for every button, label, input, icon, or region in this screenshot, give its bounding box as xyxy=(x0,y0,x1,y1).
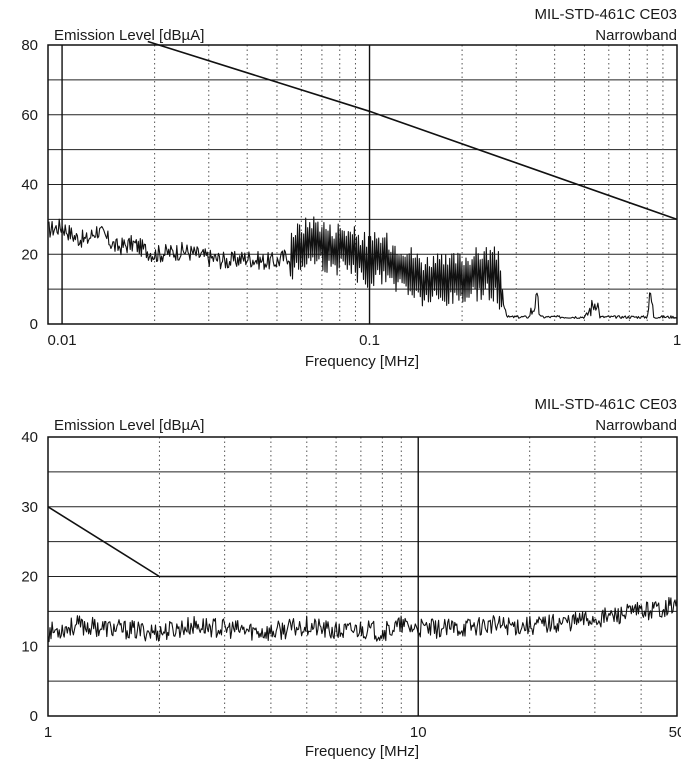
c2-y-tick-label: 40 xyxy=(21,429,38,446)
c1-measured-trace xyxy=(47,216,678,319)
c2-x-tick-label: 10 xyxy=(410,724,427,741)
chart-1-y-axis-label: Emission Level [dBµA] xyxy=(54,27,204,44)
chart-1-standard-label: MIL-STD-461C CE03 xyxy=(534,6,677,23)
c2-limit-line xyxy=(47,506,677,578)
c1-y-tick-label: 0 xyxy=(30,316,38,333)
chart-1-mode-label: Narrowband xyxy=(595,27,677,44)
chart-1-series xyxy=(47,40,678,319)
chart-1-x-ticks: 0.01 0.1 1 xyxy=(47,332,681,349)
c2-measured-trace xyxy=(47,597,678,643)
chart-2-standard-label: MIL-STD-461C CE03 xyxy=(534,396,677,413)
chart-1-grid xyxy=(47,45,677,324)
chart-2-y-ticks: 0 10 20 30 40 xyxy=(21,429,38,725)
c1-y-tick-label: 60 xyxy=(21,107,38,124)
c2-y-tick-label: 30 xyxy=(21,499,38,516)
chart-1-y-ticks: 0 20 40 60 80 xyxy=(21,37,38,333)
c2-x-tick-label: 1 xyxy=(44,724,52,741)
chart-1-plot-frame xyxy=(47,44,678,325)
chart-2-y-axis-label: Emission Level [dBµA] xyxy=(54,417,204,434)
c2-x-tick-label: 50 xyxy=(669,724,681,741)
chart-2: MIL-STD-461C CE03 Narrowband Emission Le… xyxy=(21,396,681,760)
c2-y-tick-label: 20 xyxy=(21,569,38,586)
chart-2-mode-label: Narrowband xyxy=(595,417,677,434)
c1-limit-line xyxy=(147,40,678,221)
c1-x-tick-label: 0.01 xyxy=(47,332,76,349)
c1-y-tick-label: 80 xyxy=(21,37,38,54)
c1-x-tick-label: 0.1 xyxy=(359,332,380,349)
chart-2-series xyxy=(47,506,678,643)
c1-x-tick-label: 1 xyxy=(673,332,681,349)
chart-2-x-axis-label: Frequency [MHz] xyxy=(305,743,419,760)
c1-y-tick-label: 40 xyxy=(21,177,38,194)
c2-y-tick-label: 10 xyxy=(21,638,38,655)
chart-1-x-axis-label: Frequency [MHz] xyxy=(305,353,419,370)
c2-y-tick-label: 0 xyxy=(30,708,38,725)
c1-y-tick-label: 20 xyxy=(21,246,38,263)
chart-1: MIL-STD-461C CE03 Narrowband Emission Le… xyxy=(21,6,681,370)
chart-2-x-ticks: 1 10 50 xyxy=(44,724,681,741)
